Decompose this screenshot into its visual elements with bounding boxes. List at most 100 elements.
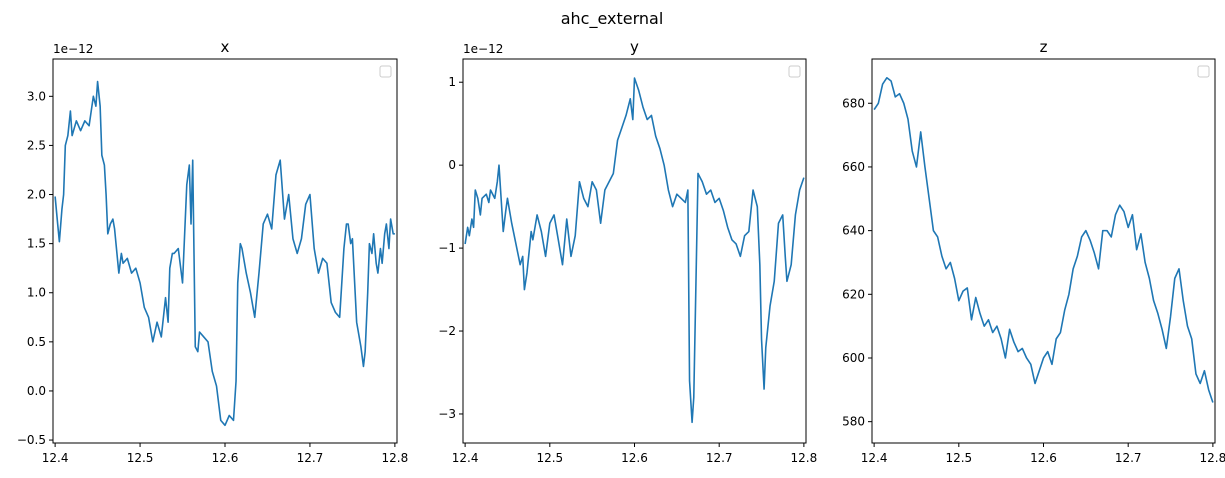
data-point [1060, 332, 1061, 333]
x-tick-label: 12.6 [1030, 451, 1057, 465]
data-point [1157, 313, 1158, 314]
data-point [380, 248, 381, 249]
data-point [1039, 370, 1040, 371]
data-point [1102, 230, 1103, 231]
x-tick-label: 12.5 [127, 451, 154, 465]
data-point [57, 223, 58, 224]
data-point [309, 194, 310, 195]
data-point [1149, 278, 1150, 279]
data-point [763, 388, 764, 389]
x-tick-label: 12.8 [382, 451, 409, 465]
data-point [761, 339, 762, 340]
legend-box [1197, 65, 1210, 78]
x-tick-label: 12.7 [1115, 451, 1142, 465]
axis-offset-text: 1e−12 [53, 42, 93, 56]
data-point [246, 273, 247, 274]
data-point [1005, 357, 1006, 358]
data-point [1111, 236, 1112, 237]
data-point [920, 131, 921, 132]
data-point [1140, 233, 1141, 234]
y-tick-label: 3.0 [27, 89, 46, 103]
data-point [360, 346, 361, 347]
legend-box [379, 65, 392, 78]
data-point [148, 317, 149, 318]
data-point [693, 397, 694, 398]
data-point [929, 198, 930, 199]
data-point [744, 235, 745, 236]
data-point [118, 273, 119, 274]
data-point [67, 135, 68, 136]
data-point [600, 223, 601, 224]
data-point [566, 218, 567, 219]
data-point [759, 264, 760, 265]
data-point [240, 243, 241, 244]
data-point [488, 202, 489, 203]
data-point [267, 214, 268, 215]
data-point [76, 120, 77, 121]
data-point [301, 238, 302, 239]
data-point [55, 196, 56, 197]
y-tick-label: 2.5 [27, 138, 46, 152]
data-point [235, 381, 236, 382]
data-point [1056, 338, 1057, 339]
data-point [97, 81, 98, 82]
data-point [1077, 255, 1078, 256]
data-point [288, 194, 289, 195]
data-point [937, 236, 938, 237]
data-point [173, 253, 174, 254]
data-point [958, 300, 959, 301]
data-point [114, 228, 115, 229]
data-point [350, 243, 351, 244]
data-point [135, 268, 136, 269]
data-point [515, 243, 516, 244]
data-point [297, 253, 298, 254]
data-point [388, 248, 389, 249]
data-point [1145, 262, 1146, 263]
data-point [172, 253, 173, 254]
subplot-title: z [1040, 38, 1048, 56]
data-point [933, 230, 934, 231]
data-point [377, 273, 378, 274]
data-point [189, 164, 190, 165]
data-point [651, 115, 652, 116]
data-point [237, 282, 238, 283]
data-point [1187, 326, 1188, 327]
data-point [642, 107, 643, 108]
data-point [110, 223, 111, 224]
data-point [617, 140, 618, 141]
data-point [1064, 310, 1065, 311]
data-point [465, 243, 466, 244]
data-point [61, 209, 62, 210]
data-point [791, 264, 792, 265]
figure-suptitle: ahc_external [561, 9, 664, 29]
data-point [613, 173, 614, 174]
legend-box [788, 65, 801, 78]
data-point [63, 194, 64, 195]
data-point [161, 336, 162, 337]
data-point [1068, 294, 1069, 295]
data-point [384, 233, 385, 234]
data-point [882, 84, 883, 85]
data-point [1204, 370, 1205, 371]
data-point [275, 174, 276, 175]
data-point [326, 263, 327, 264]
data-point [322, 258, 323, 259]
data-point [186, 184, 187, 185]
subplot-title: y [630, 38, 639, 56]
data-point [292, 238, 293, 239]
data-point [680, 198, 681, 199]
y-tick-label: −3 [438, 407, 456, 421]
data-point [782, 214, 783, 215]
data-point [579, 181, 580, 182]
y-tick-label: −2 [438, 324, 456, 338]
data-point [89, 125, 90, 126]
data-point [795, 214, 796, 215]
data-point [531, 231, 532, 232]
data-point [1047, 351, 1048, 352]
data-point [1208, 389, 1209, 390]
data-point [903, 103, 904, 104]
data-point [511, 223, 512, 224]
data-point [723, 210, 724, 211]
data-point [1166, 348, 1167, 349]
